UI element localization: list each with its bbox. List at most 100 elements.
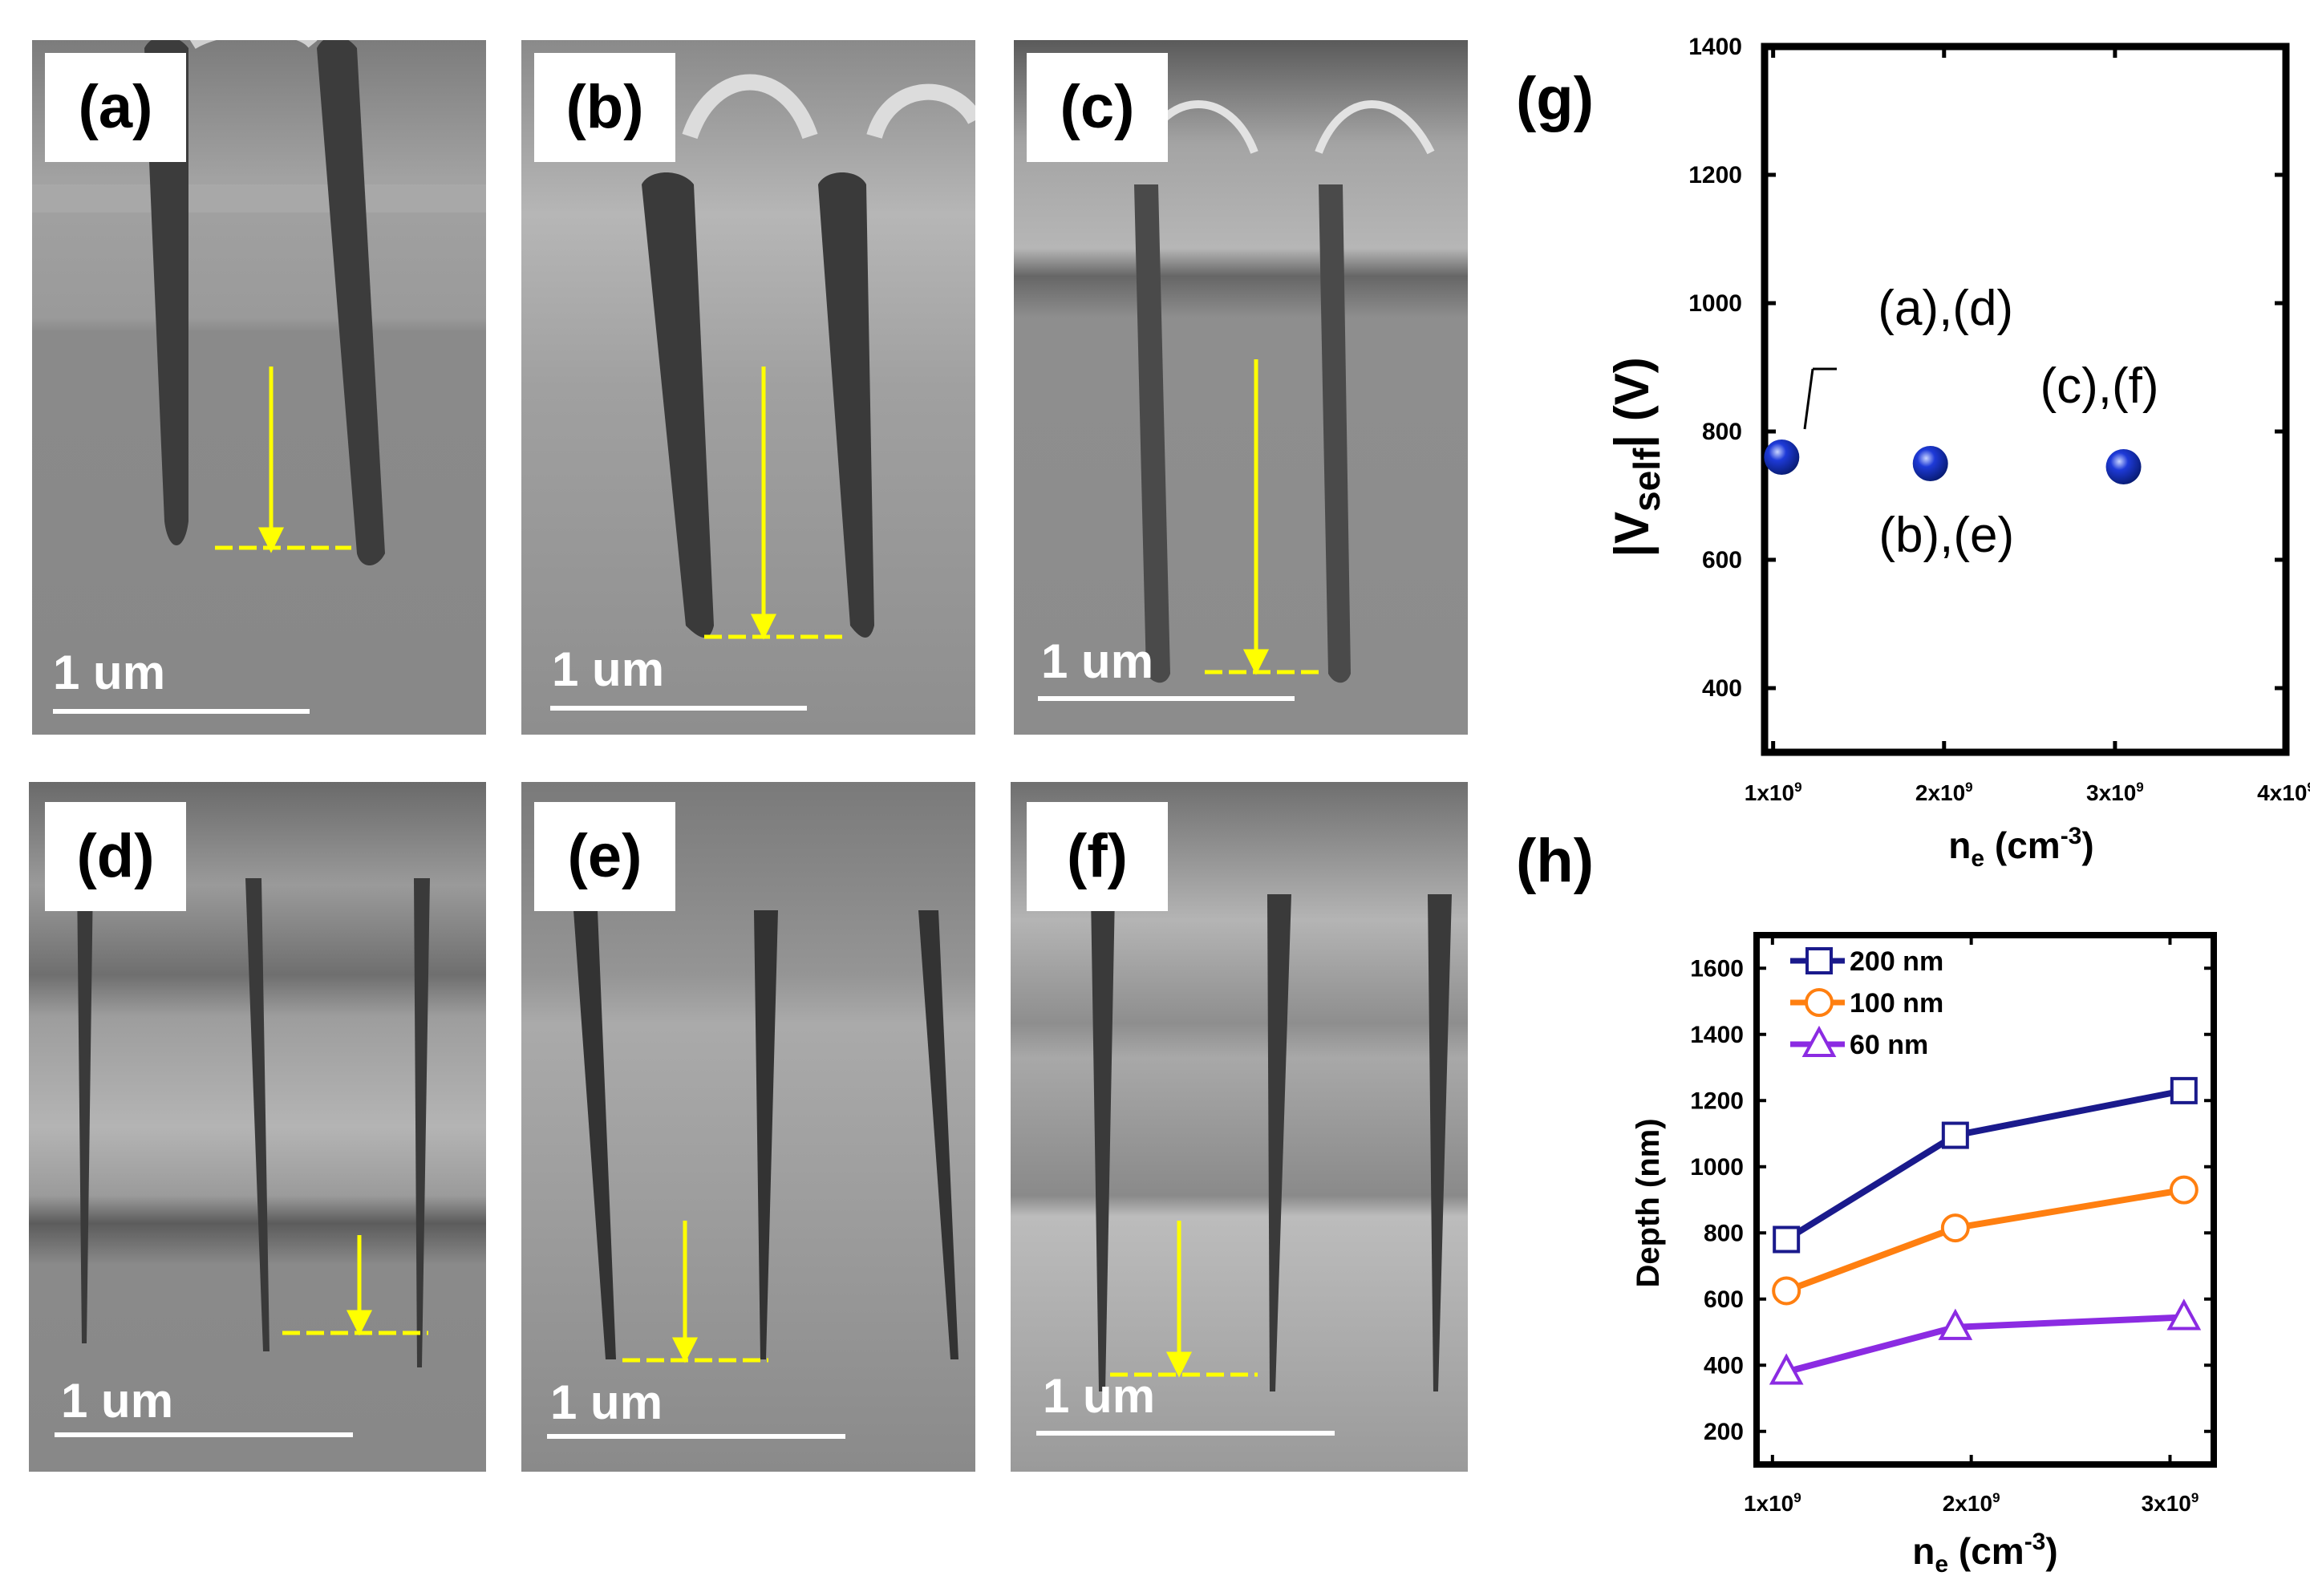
x-tick-label-g-3-base: 4x10: [2257, 780, 2307, 805]
x-tick-label-g-1-exp: 9: [1965, 780, 1972, 795]
x-tick-label-h-2: 3x109: [2142, 1490, 2199, 1516]
depth-arrow-f: [1110, 1221, 1258, 1378]
scale-label-b: 1 um: [552, 642, 665, 696]
panel-label-b: (b): [534, 53, 675, 162]
y-tick-label-h-3: 800: [1704, 1220, 1744, 1246]
x-axis-title-g-sup: -3: [2061, 823, 2082, 849]
panel-label-c: (c): [1027, 53, 1168, 162]
panel-label-e: (e): [534, 802, 675, 911]
x-tick-label-h-1-exp: 9: [1992, 1490, 2000, 1505]
x-axis-title-g-main: n: [1948, 824, 1971, 866]
scale-bar-c: [1038, 696, 1295, 701]
series-line-h-2: [1785, 1314, 2184, 1375]
y-tick-label-h-5: 1200: [1690, 1088, 1744, 1114]
point-label-g-0: (a),(d): [1878, 281, 2013, 336]
x-tick-label-g-1-base: 2x10: [1915, 780, 1965, 805]
scale-label-a: 1 um: [53, 646, 166, 699]
x-axis-title-g-close: ): [2081, 824, 2093, 866]
data-point-h-0-0: [1773, 1225, 1801, 1254]
x-axis-title-h-main: n: [1912, 1530, 1935, 1572]
depth-arrow-c: [1205, 359, 1323, 675]
x-tick-label-g-0-base: 1x10: [1745, 780, 1794, 805]
x-tick-label-g-1: 2x109: [1915, 780, 1973, 805]
y-tick-label-h-7: 1600: [1690, 955, 1744, 982]
y-tick-label-h-0: 200: [1704, 1419, 1744, 1445]
scale-label-c: 1 um: [1041, 634, 1154, 688]
plot-frame-h: [1753, 932, 2217, 1468]
point-label-g-1: (b),(e): [1878, 508, 2014, 563]
data-point-h-1-2: [2169, 1175, 2199, 1205]
legend-label-h-0: 200 nm: [1850, 946, 1943, 977]
x-tick-label-h-0-base: 1x10: [1744, 1491, 1793, 1516]
y-axis-title-g-main: |V: [1605, 512, 1660, 557]
scale-label-e: 1 um: [550, 1375, 663, 1429]
y-tick-label-h-4: 1000: [1690, 1154, 1744, 1181]
scale-bar-a: [53, 709, 310, 714]
depth-arrow-d: [282, 1235, 428, 1336]
series-line-h-0: [1785, 1087, 2185, 1242]
panel-label-a: (a): [45, 53, 186, 162]
x-axis-title-h-unit: (cm: [1948, 1530, 2024, 1572]
x-tick-label-g-3-exp: 9: [2307, 780, 2310, 795]
legend-marker-h-2: [1801, 1025, 1837, 1057]
x-tick-label-g-2-base: 3x10: [2086, 780, 2136, 805]
legend-label-h-1: 100 nm: [1850, 988, 1943, 1019]
x-tick-label-h-1: 2x109: [1943, 1490, 2000, 1516]
chart-label-g: (g): [1516, 65, 1595, 133]
scale-label-d: 1 um: [61, 1374, 174, 1428]
data-point-h-0-1: [1941, 1121, 1969, 1149]
y-axis-title-g-sub: self: [1626, 448, 1668, 512]
annotation-leader-g: [1803, 368, 1814, 430]
data-point-h-1-0: [1772, 1276, 1801, 1306]
chart-label-h: (h): [1516, 827, 1595, 895]
scale-bar-b: [550, 706, 807, 711]
x-tick-label-g-0-exp: 9: [1794, 780, 1801, 795]
y-tick-label-g-2: 800: [1702, 419, 1742, 445]
data-point-h-0-2: [2170, 1076, 2198, 1104]
scale-bar-f: [1036, 1431, 1335, 1436]
x-tick-label-g-2-exp: 9: [2136, 780, 2143, 795]
x-axis-title-h-sub: e: [1935, 1551, 1948, 1578]
data-point-g-1: [1912, 446, 1948, 481]
y-tick-label-g-3: 1000: [1688, 290, 1742, 317]
panel-label-f: (f): [1027, 802, 1168, 911]
point-label-g-2: (c),(f): [2040, 358, 2159, 414]
x-tick-label-g-3: 4x109: [2257, 780, 2310, 805]
plot-frame-g: [1761, 43, 2290, 756]
x-axis-title-g-sub: e: [1971, 845, 1984, 872]
y-tick-label-g-5: 1400: [1688, 34, 1742, 60]
scale-bar-e: [547, 1434, 845, 1439]
x-tick-label-h-0-exp: 9: [1793, 1490, 1801, 1505]
y-axis-title-h: Depth (nm): [1631, 1118, 1666, 1287]
data-point-h-2-2: [2166, 1298, 2202, 1331]
panel-label-d: (d): [45, 802, 186, 911]
depth-arrow-e: [622, 1221, 768, 1363]
depth-arrow-a: [215, 367, 351, 553]
legend-label-h-2: 60 nm: [1850, 1030, 1928, 1060]
y-axis-title-g-tail: | (V): [1605, 357, 1660, 448]
x-axis-title-g: ne (cm-3): [1948, 823, 2093, 872]
y-tick-label-g-0: 400: [1702, 675, 1742, 702]
y-tick-label-h-6: 1400: [1690, 1022, 1744, 1048]
data-point-h-2-0: [1769, 1353, 1804, 1385]
depth-arrow-b: [704, 367, 847, 640]
x-axis-title-g-unit: (cm: [1984, 824, 2061, 866]
scale-bar-d: [55, 1432, 353, 1437]
y-tick-label-g-4: 1200: [1688, 162, 1742, 188]
x-axis-title-h: ne (cm-3): [1912, 1529, 2057, 1578]
y-axis-title-g: |Vself| (V): [1605, 357, 1668, 557]
x-axis-title-h-sup: -3: [2024, 1529, 2046, 1555]
x-tick-label-h-2-base: 3x10: [2142, 1491, 2191, 1516]
data-point-h-2-1: [1938, 1308, 1973, 1340]
scale-label-f: 1 um: [1043, 1369, 1156, 1423]
x-axis-title-h-close: ): [2045, 1530, 2057, 1572]
x-tick-label-h-1-base: 2x10: [1943, 1491, 1992, 1516]
y-tick-label-h-1: 400: [1704, 1352, 1744, 1379]
data-point-h-1-1: [1940, 1213, 1970, 1243]
data-point-g-0: [1764, 440, 1800, 475]
x-tick-label-g-0: 1x109: [1745, 780, 1802, 805]
x-tick-label-g-2: 3x109: [2086, 780, 2144, 805]
